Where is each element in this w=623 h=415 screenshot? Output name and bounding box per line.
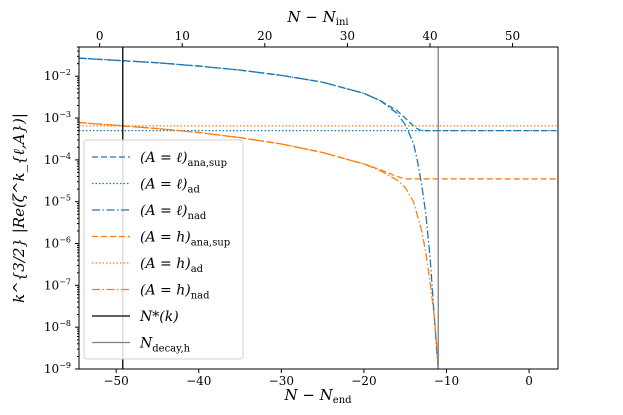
legend-label-2: (A = ℓ)nad <box>140 203 207 222</box>
series-layer <box>79 57 558 369</box>
y-axis-title: k^{3/2} |Re(ζ^k_{ℓ,A})| <box>10 113 28 303</box>
x-axis-title-bottom-main: N − N <box>283 386 333 404</box>
legend-label-3: (A = h)ana,sup <box>140 230 230 249</box>
bottom-x-axis: −50 −40 −30 −20 −10 0 <box>103 369 533 388</box>
y-tick-label-3: 10−6 <box>44 236 71 251</box>
top-tick-label-4: 40 <box>422 29 437 43</box>
y-tick-label-4: 10−5 <box>44 194 71 209</box>
y-tick-label-1: 10−8 <box>44 319 71 334</box>
x-axis-title-top-main: N − N <box>286 8 336 26</box>
top-tick-label-1: 10 <box>175 29 190 43</box>
x-axis-title-top: N − Nini <box>286 8 348 28</box>
top-tick-label-2: 20 <box>257 29 272 43</box>
y-tick-label-5: 10−4 <box>44 152 71 167</box>
legend-label-6: N*(k) <box>139 309 179 325</box>
legend-box <box>83 139 244 360</box>
legend-label-0: (A = ℓ)ana,sup <box>140 150 227 169</box>
x-axis-title-top-sub: ini <box>336 17 349 28</box>
series-line-5 <box>79 121 439 369</box>
y-tick-label-6: 10−3 <box>44 110 71 125</box>
y-tick-label-2: 10−7 <box>44 277 71 292</box>
bottom-tick-label-1: −40 <box>186 374 211 388</box>
top-x-axis: 0 10 20 30 40 50 <box>96 29 520 47</box>
top-tick-label-3: 30 <box>340 29 355 43</box>
top-tick-label-5: 50 <box>505 29 520 43</box>
y-tick-label-7: 10−2 <box>44 68 71 83</box>
series-line-2 <box>79 57 439 369</box>
top-tick-label-0: 0 <box>96 29 104 43</box>
legend-label-5: (A = h)nad <box>140 283 210 302</box>
bottom-tick-label-0: −50 <box>103 374 128 388</box>
x-axis-title-bottom: N − Nend <box>283 386 352 406</box>
legend-label-7: Ndecay,h <box>139 336 191 355</box>
bottom-tick-label-4: −10 <box>434 374 459 388</box>
bottom-tick-label-5: 0 <box>525 374 533 388</box>
series-line-3 <box>79 121 558 180</box>
bottom-tick-label-2: −30 <box>269 374 294 388</box>
y-tick-label-0: 10−9 <box>44 361 71 376</box>
series-line-0 <box>79 57 558 132</box>
legend-label-4: (A = h)ad <box>140 256 204 275</box>
y-axis: 10−9 10−8 10−7 10−6 10−5 10−4 10−3 10−2 <box>44 46 79 376</box>
legend-label-1: (A = ℓ)ad <box>140 177 200 196</box>
x-axis-title-bottom-sub: end <box>333 395 352 406</box>
legend: (A = ℓ)ana,sup (A = ℓ)ad (A = ℓ)nad (A = h)… <box>83 139 244 360</box>
bottom-tick-label-3: −20 <box>351 374 376 388</box>
